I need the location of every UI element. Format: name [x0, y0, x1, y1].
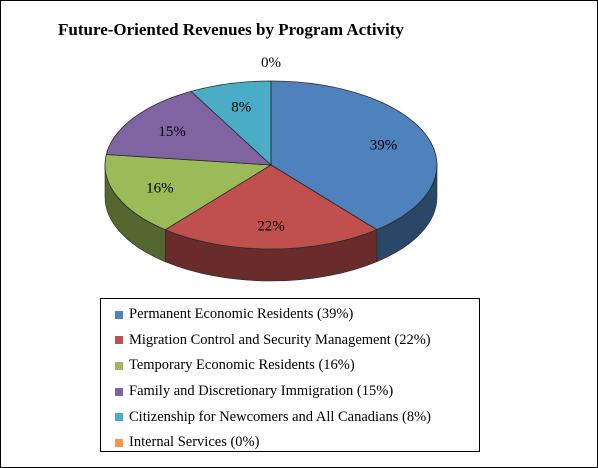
data-label-1: 22%: [257, 219, 285, 235]
legend-swatch-3: [115, 387, 123, 396]
legend-label-4: Citizenship for Newcomers and All Canadi…: [129, 408, 432, 425]
legend-item-2: Temporary Economic Residents (16%): [101, 353, 479, 379]
data-label-3: 15%: [158, 124, 186, 140]
data-label-4: 8%: [231, 99, 251, 115]
pie-chart: 39% 22% 16% 15% 8% 0%: [104, 55, 438, 282]
legend-label-1: Migration Control and Security Managemen…: [129, 331, 431, 348]
legend-item-3: Family and Discretionary Immigration (15…: [101, 379, 479, 405]
legend-item-5: Internal Services (0%): [101, 430, 479, 456]
legend-label-2: Temporary Economic Residents (16%): [129, 357, 355, 374]
legend-swatch-1: [115, 336, 123, 345]
data-label-2: 16%: [146, 180, 174, 196]
legend-item-0: Permanent Economic Residents (39%): [101, 302, 479, 328]
data-label-0: 39%: [370, 138, 398, 154]
legend-item-1: Migration Control and Security Managemen…: [101, 328, 479, 354]
legend-swatch-5: [115, 438, 123, 447]
legend-swatch-4: [115, 413, 123, 422]
legend-label-0: Permanent Economic Residents (39%): [129, 306, 354, 323]
legend-label-3: Family and Discretionary Immigration (15…: [129, 383, 394, 400]
data-label-5: 0%: [261, 55, 281, 71]
legend-item-4: Citizenship for Newcomers and All Canadi…: [101, 404, 479, 430]
legend-swatch-0: [115, 310, 123, 319]
legend-swatch-2: [115, 361, 123, 370]
legend-label-5: Internal Services (0%): [129, 434, 260, 451]
pie-slice-1: [164, 164, 378, 250]
legend: Permanent Economic Residents (39%) Migrat…: [100, 298, 480, 452]
pie-slice-3: [105, 90, 273, 166]
chart-title: Future-Oriented Revenues by Program Acti…: [58, 20, 404, 39]
pie-slice-2: [104, 154, 273, 231]
pie-slice-0: [270, 80, 438, 231]
